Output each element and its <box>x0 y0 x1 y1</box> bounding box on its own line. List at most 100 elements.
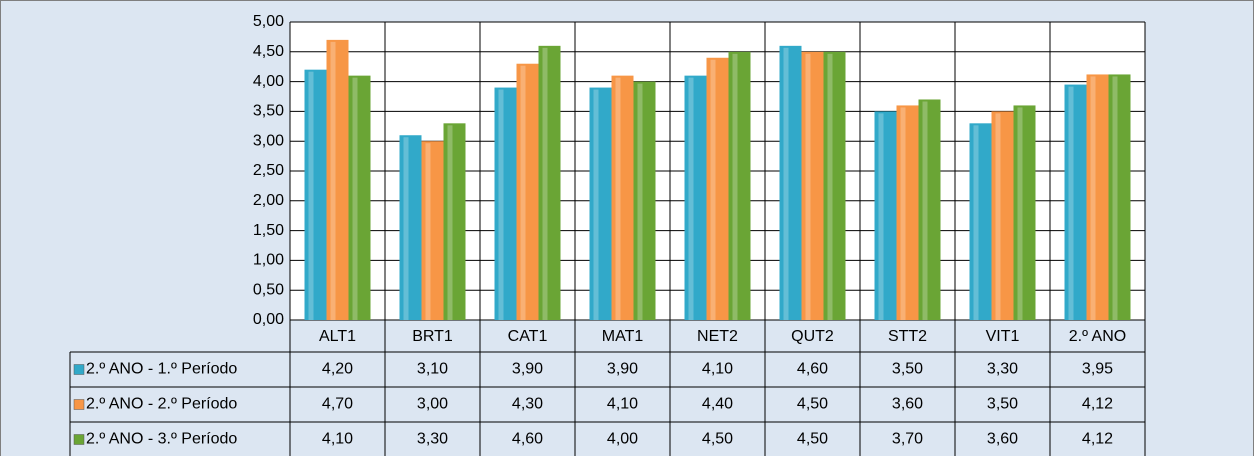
x-tick-label: 2.º ANO <box>1069 328 1126 345</box>
bar <box>348 75 371 320</box>
bar-highlight <box>1068 86 1074 320</box>
bar-highlight <box>900 107 906 320</box>
bar-highlight <box>308 71 314 321</box>
bar <box>304 69 327 321</box>
data-label: 4,50 <box>797 396 828 413</box>
data-label: 3,30 <box>417 431 448 448</box>
x-tick-label: CAT1 <box>508 328 548 345</box>
bar <box>399 135 422 320</box>
legend-label: 2.º ANO - 3.º Período <box>86 431 237 448</box>
bar <box>611 75 634 320</box>
bar-highlight <box>542 47 548 321</box>
bar-highlight <box>732 53 738 321</box>
x-tick-label: BRT1 <box>412 328 453 345</box>
data-label: 3,90 <box>512 361 543 378</box>
bar-highlight <box>710 59 716 320</box>
data-label: 4,60 <box>512 431 543 448</box>
data-label: 3,60 <box>892 396 923 413</box>
bar-highlight <box>447 125 453 320</box>
bar <box>589 87 612 320</box>
data-label: 4,12 <box>1082 431 1113 448</box>
y-tick-label: 1,00 <box>253 252 284 269</box>
x-tick-label: NET2 <box>697 328 738 345</box>
data-label: 3,60 <box>987 431 1018 448</box>
x-tick-label: MAT1 <box>602 328 644 345</box>
y-tick-label: 5,00 <box>253 13 284 30</box>
y-tick-label: 2,50 <box>253 162 284 179</box>
bar <box>779 45 802 321</box>
data-label: 4,50 <box>797 431 828 448</box>
data-label: 4,30 <box>512 396 543 413</box>
legend-swatch <box>73 434 85 445</box>
y-tick-label: 1,50 <box>253 222 284 239</box>
bar-highlight <box>1112 76 1118 320</box>
y-tick-label: 4,00 <box>253 73 284 90</box>
bar-highlight <box>520 65 526 320</box>
bar-highlight <box>352 77 358 320</box>
bar-highlight <box>425 143 431 320</box>
bar-highlight <box>783 47 789 321</box>
legend-swatch <box>73 364 85 375</box>
data-label: 3,50 <box>987 396 1018 413</box>
data-label: 4,60 <box>797 361 828 378</box>
bar <box>1013 105 1036 320</box>
bar-highlight <box>330 41 336 320</box>
bar <box>494 87 517 320</box>
bar-highlight <box>593 89 599 320</box>
bar <box>684 75 707 320</box>
data-label: 3,00 <box>417 396 448 413</box>
x-tick-label: ALT1 <box>319 328 356 345</box>
x-tick-label: VIT1 <box>986 328 1020 345</box>
bar-highlight <box>878 113 884 321</box>
data-label: 4,12 <box>1082 396 1113 413</box>
data-label: 4,10 <box>607 396 638 413</box>
bar <box>728 51 751 321</box>
bar <box>706 57 729 320</box>
bar <box>991 111 1014 321</box>
y-tick-label: 3,00 <box>253 132 284 149</box>
bar-highlight <box>827 53 833 321</box>
data-label: 3,10 <box>417 361 448 378</box>
bar-highlight <box>637 83 643 320</box>
legend-swatch <box>73 399 85 410</box>
bar <box>443 123 466 320</box>
bar-highlight <box>688 77 694 320</box>
bar-highlight <box>922 101 928 320</box>
data-label: 4,00 <box>607 431 638 448</box>
bar <box>969 123 992 320</box>
data-label: 4,10 <box>322 431 353 448</box>
bar <box>874 111 897 321</box>
y-tick-label: 2,00 <box>253 192 284 209</box>
bar-highlight <box>995 113 1001 321</box>
data-label: 4,20 <box>322 361 353 378</box>
bar <box>1086 74 1109 320</box>
bar-highlight <box>615 77 621 320</box>
x-tick-label: QUT2 <box>791 328 834 345</box>
y-tick-label: 3,50 <box>253 103 284 120</box>
bar-highlight <box>403 137 409 320</box>
data-label: 3,90 <box>607 361 638 378</box>
bar-highlight <box>805 53 811 321</box>
legend-label: 2.º ANO - 2.º Período <box>86 396 237 413</box>
bar <box>801 51 824 321</box>
data-label: 4,50 <box>702 431 733 448</box>
bar <box>1064 84 1087 320</box>
bar-highlight <box>1090 76 1096 320</box>
bar-highlight <box>973 125 979 320</box>
bar-highlight <box>498 89 504 320</box>
bar <box>421 141 444 320</box>
x-tick-label: STT2 <box>888 328 927 345</box>
data-label: 3,95 <box>1082 361 1113 378</box>
bar <box>918 99 941 320</box>
bar <box>633 81 656 320</box>
bar <box>326 39 349 320</box>
bar <box>1108 74 1131 320</box>
bar-highlight <box>1017 107 1023 320</box>
y-tick-label: 4,50 <box>253 43 284 60</box>
bar <box>896 105 919 320</box>
data-label: 4,70 <box>322 396 353 413</box>
legend-label: 2.º ANO - 1.º Período <box>86 361 237 378</box>
data-label: 3,30 <box>987 361 1018 378</box>
data-label: 3,50 <box>892 361 923 378</box>
